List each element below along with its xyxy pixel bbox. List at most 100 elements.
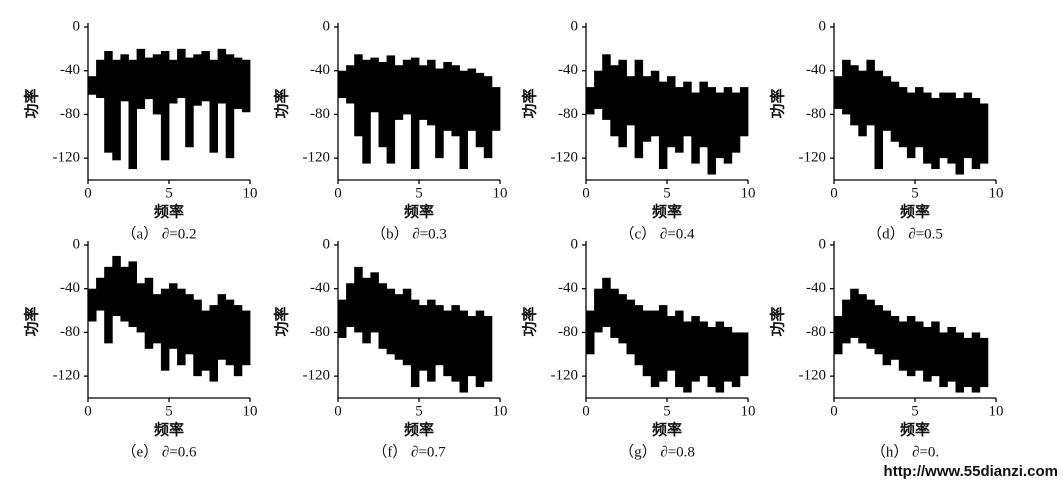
band-segment (642, 310, 652, 377)
band-segment (346, 65, 355, 104)
band-segment (475, 310, 485, 388)
x-tick-label: 10 (243, 403, 258, 419)
y-tick-label: -40 (558, 62, 578, 78)
band-segment (394, 65, 404, 120)
y-tick-label: -120 (303, 150, 331, 166)
y-tick-label: -40 (310, 62, 330, 78)
x-axis-label: 频率 (652, 420, 682, 438)
band-segment (963, 92, 973, 159)
band-segment (128, 261, 137, 327)
band-segment (241, 59, 251, 113)
x-axis-label: 频率 (154, 420, 184, 438)
band-segment (217, 294, 227, 360)
x-tick-label: 5 (165, 185, 173, 201)
band-segment (947, 92, 956, 164)
band-segment (634, 59, 644, 159)
band-segment (152, 294, 162, 344)
band-segment (136, 48, 146, 109)
band-segment (209, 305, 218, 382)
y-tick-label: -80 (558, 324, 578, 340)
band-segment (136, 283, 146, 333)
band-segment (586, 87, 595, 115)
band-segment (419, 65, 428, 120)
band-segment (88, 288, 97, 322)
band-segment (467, 68, 477, 131)
band-segment (410, 57, 420, 170)
band-segment (707, 87, 716, 175)
band-segment (858, 294, 867, 344)
x-tick-label: 10 (989, 403, 1004, 419)
y-axis-label: 功率 (22, 88, 40, 118)
y-tick-label: -120 (551, 368, 579, 384)
y-tick-label: -120 (551, 150, 579, 166)
band-segment (979, 337, 989, 388)
band-segment (723, 87, 733, 164)
x-tick-label: 0 (830, 403, 838, 419)
x-tick-label: 5 (911, 185, 919, 201)
band-segment (642, 76, 652, 142)
band-segment (731, 332, 741, 388)
x-tick-label: 5 (663, 403, 671, 419)
band-segment (890, 316, 900, 360)
x-tick-label: 0 (582, 403, 590, 419)
band-segment (650, 70, 660, 137)
band-segment (169, 283, 178, 349)
band-segment (104, 266, 113, 344)
x-tick-label: 0 (84, 403, 92, 419)
band-segment (144, 57, 154, 100)
band-segment (683, 81, 692, 137)
band-segment (160, 288, 170, 371)
band-segment (443, 61, 452, 131)
band-segment (731, 92, 741, 153)
y-tick-label: -120 (799, 150, 827, 166)
band-segment (739, 332, 749, 377)
caption: （g） ∂=0.8 (619, 443, 695, 460)
band-segment (874, 70, 883, 170)
x-tick-label: 5 (663, 185, 671, 201)
band-segment (467, 316, 477, 377)
band-segment (201, 51, 210, 102)
band-segment (739, 87, 749, 137)
y-tick-label: 0 (571, 236, 579, 252)
band-segment (354, 54, 363, 137)
band-segment (88, 76, 97, 95)
y-tick-label: -80 (60, 324, 80, 340)
band-segment (882, 76, 892, 131)
band-segment (491, 87, 501, 131)
band-segment (683, 321, 692, 393)
band-segment (144, 277, 154, 349)
band-segment (427, 299, 436, 382)
band-segment (427, 59, 436, 126)
band-segment (850, 65, 859, 126)
band-segment (971, 98, 981, 170)
y-axis-label: 功率 (520, 306, 538, 336)
band-segment (618, 294, 627, 344)
band-segment (874, 305, 883, 355)
band-segment (610, 288, 619, 338)
x-tick-label: 0 (84, 185, 92, 201)
band-segment (225, 299, 235, 366)
y-axis-label: 功率 (272, 88, 290, 118)
x-axis-label: 频率 (154, 202, 184, 220)
band-segment (338, 299, 347, 338)
x-axis-label: 频率 (652, 202, 682, 220)
band-segment (185, 57, 194, 148)
band-segment (675, 87, 684, 153)
band-segment (362, 59, 371, 164)
band-segment (915, 87, 924, 148)
x-tick-label: 10 (493, 403, 508, 419)
band-segment (338, 70, 347, 99)
caption: （h） ∂=0. (871, 443, 939, 460)
y-tick-label: -80 (310, 106, 330, 122)
band-segment (128, 59, 137, 170)
x-axis-label: 频率 (404, 420, 434, 438)
band-segment (459, 310, 468, 393)
band-segment (152, 54, 162, 115)
watermark: http://www.55dianzi.com (884, 463, 1058, 480)
y-axis-label: 功率 (520, 88, 538, 118)
x-tick-label: 10 (741, 185, 756, 201)
band-segment (209, 59, 218, 153)
y-tick-label: -80 (806, 106, 826, 122)
band-segment (923, 92, 932, 164)
band-segment (386, 288, 396, 355)
